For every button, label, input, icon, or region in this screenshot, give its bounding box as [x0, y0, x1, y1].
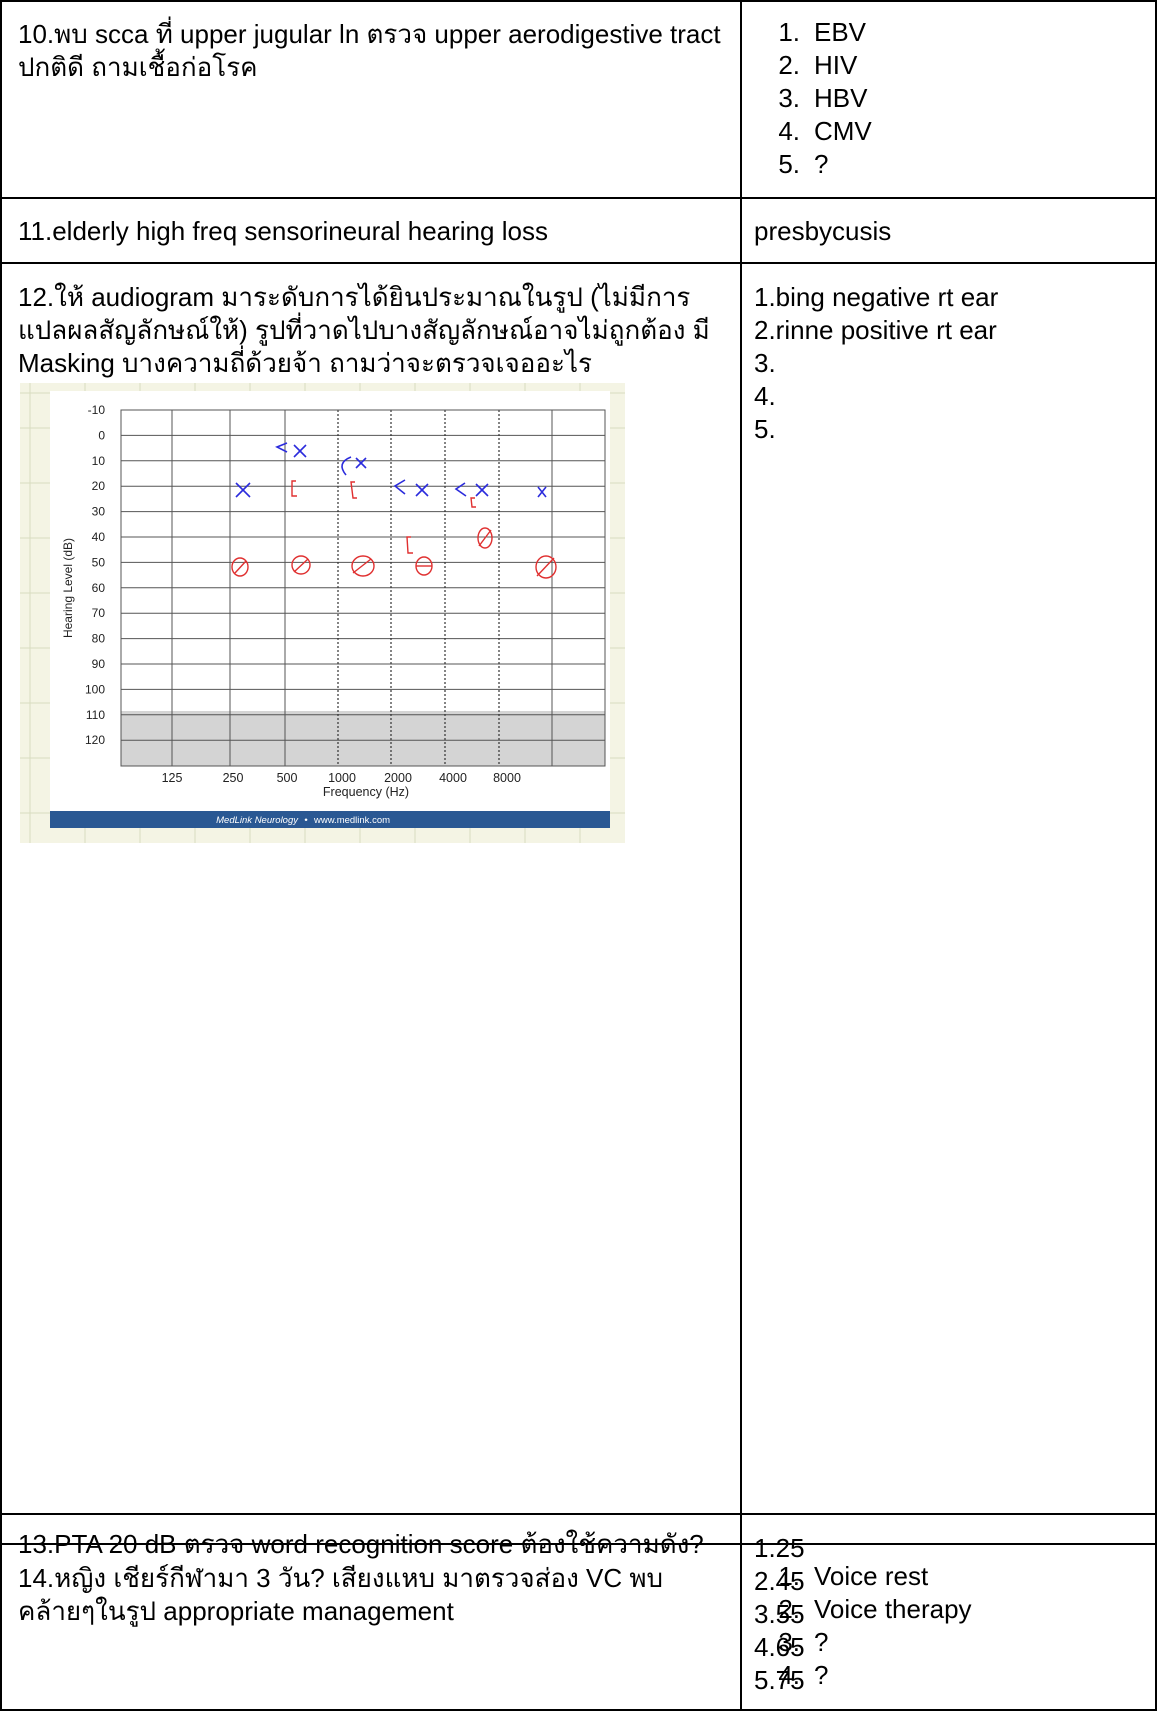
x-tick-label: 500	[277, 771, 298, 785]
y-tick-labels: -10 0 10 20 30 40 50 60 70 80 90 100 110 120	[85, 403, 105, 747]
circle-mark	[291, 555, 311, 575]
list-item: 2. Voice therapy	[778, 1594, 972, 1624]
x-tick-label: 250	[223, 771, 244, 785]
circle-mark	[477, 527, 493, 549]
column-divider	[740, 0, 742, 1711]
row-divider	[0, 197, 1157, 199]
x-tick-label: 4000	[439, 771, 467, 785]
audiogram-image: -10 0 10 20 30 40 50 60 70 80 90 100 110 120 125 250 50…	[20, 383, 625, 843]
answer-12: 1.bing negative rt ear 2.rinne positive …	[754, 281, 1144, 446]
y-tick-label: 80	[92, 632, 106, 646]
y-tick-label: 40	[92, 530, 106, 544]
list-item: 4.	[754, 381, 776, 411]
y-tick-label: 110	[86, 708, 105, 722]
x-gridlines	[171, 410, 553, 766]
circle-mark	[231, 557, 249, 577]
y-tick-label: 70	[92, 606, 106, 620]
y-tick-label: 120	[85, 733, 105, 747]
table-border	[1155, 0, 1157, 1711]
question-14: 14.หญิง เชียร์กีฬามา 3 วัน? เสียงแหบ มาต…	[18, 1563, 664, 1626]
list-item: 4.65	[754, 1632, 805, 1662]
circle-mark	[415, 556, 433, 576]
question-12: 12.ให้ audiogram มาระดับการได้ยินประมาณใ…	[18, 282, 710, 378]
list-item: 3.?	[778, 1627, 829, 1657]
y-tick-label: 90	[92, 657, 106, 671]
shaded-region	[121, 711, 605, 766]
x-tick-label: 8000	[493, 771, 521, 785]
x-mark	[355, 457, 367, 469]
footer-brand: MedLink Neurology	[216, 815, 299, 826]
left-marker	[341, 456, 352, 476]
question-11: 11.elderly high freq sensorineural heari…	[18, 216, 548, 246]
circle-mark	[351, 555, 375, 577]
y-tick-label: 0	[98, 428, 105, 442]
y-axis-label: Hearing Level (dB)	[61, 538, 75, 638]
y-tick-label: 50	[92, 555, 106, 569]
answer-10: 1. EBV 2. HIV 3. HBV 4. CMV 5.?	[754, 16, 1144, 181]
bracket-mark	[470, 497, 476, 508]
list-item: 5.	[754, 414, 776, 444]
list-item: 4.?	[778, 1660, 829, 1690]
x-mark	[235, 482, 251, 498]
y-tick-label: 60	[92, 581, 106, 595]
table-border	[0, 1709, 1157, 1711]
list-item: 5.75	[754, 1665, 805, 1695]
y-tick-label: 30	[92, 505, 106, 519]
blue-x-marks	[235, 444, 547, 498]
list-item: 5.?	[778, 149, 829, 179]
table-border	[0, 0, 1157, 2]
left-marker	[454, 482, 467, 497]
y-tick-label: 10	[92, 454, 106, 468]
list-item: 1. Voice rest	[778, 1561, 929, 1591]
blue-bracket-marks	[275, 442, 467, 497]
question-10: 10.พบ scca ที่ upper jugular ln ตรวจ upp…	[18, 19, 721, 82]
plot-frame	[120, 409, 606, 767]
list-item: 1. EBV	[778, 17, 867, 47]
list-item: 3.	[754, 348, 776, 378]
list-item: 3.55	[754, 1599, 805, 1629]
footer-separator: •	[304, 815, 307, 826]
left-marker	[275, 442, 288, 453]
question-13: 13.PTA 20 dB ตรวจ word recognition score…	[18, 1529, 704, 1559]
x-mark	[537, 486, 547, 498]
answer-14: 1. Voice rest 2. Voice therapy 3.? 4.?	[754, 1560, 1144, 1692]
list-item: 1.25	[754, 1533, 805, 1563]
red-bracket-marks	[291, 480, 476, 554]
row-divider	[0, 1543, 1157, 1545]
circle-mark	[535, 555, 557, 579]
x-mark	[293, 444, 307, 458]
x-mark	[475, 483, 489, 497]
footer-banner	[50, 811, 610, 828]
y-tick-label: 20	[92, 479, 106, 493]
x-axis-label: Frequency (Hz)	[323, 785, 409, 799]
red-circle-marks	[231, 527, 557, 579]
list-item: 4. CMV	[778, 116, 872, 146]
x-tick-label: 2000	[384, 771, 412, 785]
bracket-mark	[291, 480, 297, 497]
list-item: 2. HIV	[778, 50, 858, 80]
answer-11: presbycusis	[754, 216, 892, 246]
x-tick-labels: 125 250 500 1000 2000 4000 8000	[162, 771, 521, 785]
footer-url: www.medlink.com	[313, 815, 390, 826]
list-item: 3. HBV	[778, 83, 868, 113]
y-tick-label: -10	[88, 403, 106, 417]
row-divider	[0, 1513, 1157, 1515]
table-border	[0, 0, 2, 1711]
list-item: 2.45	[754, 1566, 805, 1596]
row-divider	[0, 262, 1157, 264]
x-tick-label: 1000	[328, 771, 356, 785]
list-item: 1.bing negative rt ear	[754, 282, 999, 312]
y-tick-label: 100	[85, 682, 105, 696]
x-mark	[415, 483, 429, 497]
left-marker	[393, 479, 406, 495]
answer-13: 1.25 2.45 3.55 4.65 5.75	[754, 1532, 1144, 1697]
bracket-mark	[406, 536, 413, 554]
list-item: 2.rinne positive rt ear	[754, 315, 997, 345]
bracket-mark	[350, 481, 357, 499]
x-tick-label: 125	[162, 771, 183, 785]
